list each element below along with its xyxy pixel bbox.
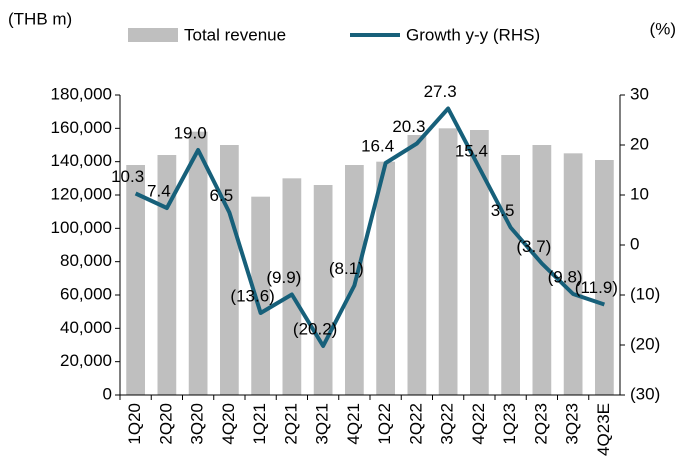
bar xyxy=(220,145,239,395)
y-tick-label: 60,000 xyxy=(60,284,112,303)
y-tick-label: 180,000 xyxy=(51,84,112,103)
data-label: 19.0 xyxy=(174,123,207,142)
x-tick-label: 4Q23E xyxy=(594,403,613,456)
x-tick-label: 1Q20 xyxy=(125,403,144,445)
y2-tick-label: 10 xyxy=(630,184,649,203)
y2-tick-label: (30) xyxy=(630,384,660,403)
bar xyxy=(157,155,177,395)
y-tick-label: 160,000 xyxy=(51,118,112,137)
x-tick-label: 2Q21 xyxy=(281,403,300,445)
x-tick-label: 3Q23 xyxy=(563,403,582,445)
y2-tick-label: 30 xyxy=(630,84,649,103)
legend-swatch xyxy=(128,28,178,42)
legend-label: Total revenue xyxy=(184,25,286,44)
x-tick-label: 1Q22 xyxy=(375,403,394,445)
y2-tick-label: (10) xyxy=(630,284,660,303)
y-tick-label: 100,000 xyxy=(51,218,112,237)
x-tick-label: 1Q23 xyxy=(500,403,519,445)
y-tick-label: 120,000 xyxy=(51,184,112,203)
bar xyxy=(251,196,270,395)
x-tick-label: 2Q22 xyxy=(406,403,425,445)
data-label: 27.3 xyxy=(424,82,457,101)
legend-label: Growth y-y (RHS) xyxy=(406,25,540,44)
bar xyxy=(282,178,302,395)
y-tick-label: 80,000 xyxy=(60,251,112,270)
x-tick-label: 3Q21 xyxy=(313,403,332,445)
data-label: 20.3 xyxy=(392,117,425,136)
bar xyxy=(438,128,458,396)
y-tick-label: 0 xyxy=(103,384,112,403)
data-label: (11.9) xyxy=(575,278,618,297)
bar xyxy=(532,145,552,395)
y-tick-label: 140,000 xyxy=(51,151,112,170)
data-label: 16.4 xyxy=(361,136,394,155)
bar xyxy=(376,161,395,395)
data-label: 3.5 xyxy=(491,201,515,220)
bar xyxy=(470,130,489,395)
data-label: 6.5 xyxy=(210,186,234,205)
left-unit: (THB m) xyxy=(8,9,72,28)
x-tick-label: 3Q20 xyxy=(188,403,207,445)
data-label: (13.6) xyxy=(230,286,274,305)
right-unit: (%) xyxy=(650,19,676,38)
data-label: (9.9) xyxy=(266,268,301,287)
data-label: 10.3 xyxy=(111,167,144,186)
bar xyxy=(501,155,520,395)
bar xyxy=(126,165,145,395)
data-label: (20.2) xyxy=(293,319,337,338)
bar xyxy=(188,131,208,395)
x-tick-label: 1Q21 xyxy=(250,403,269,445)
x-tick-label: 3Q22 xyxy=(438,403,457,445)
y2-tick-label: 20 xyxy=(630,134,649,153)
bar xyxy=(313,185,333,395)
y-tick-label: 40,000 xyxy=(60,318,112,337)
y2-tick-label: 0 xyxy=(630,234,639,253)
x-tick-label: 2Q23 xyxy=(531,403,550,445)
data-label: (9.8) xyxy=(548,267,583,286)
bar xyxy=(407,135,427,395)
line xyxy=(134,106,606,348)
data-label: 15.4 xyxy=(455,141,488,160)
data-label: 7.4 xyxy=(147,181,171,200)
x-tick-label: 4Q20 xyxy=(219,403,238,445)
data-label: (8.1) xyxy=(329,259,364,278)
bar xyxy=(563,153,583,395)
bar xyxy=(595,160,614,395)
x-tick-label: 4Q22 xyxy=(469,403,488,445)
data-label: (3.7) xyxy=(516,237,551,256)
x-tick-label: 4Q21 xyxy=(344,403,363,445)
y-tick-label: 20,000 xyxy=(60,351,112,370)
x-tick-label: 2Q20 xyxy=(156,403,175,445)
y2-tick-label: (20) xyxy=(630,334,660,353)
